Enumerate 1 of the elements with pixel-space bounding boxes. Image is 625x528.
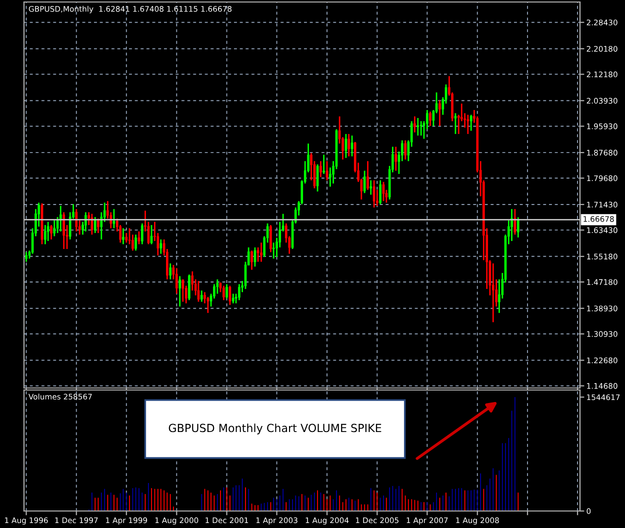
annotation: GBPUSD Monthly Chart VOLUME SPIKE: [168, 424, 382, 434]
